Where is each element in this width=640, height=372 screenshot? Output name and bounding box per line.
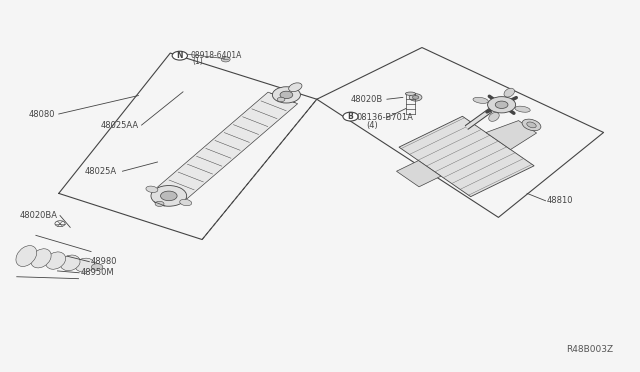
- Text: (4): (4): [366, 121, 378, 129]
- Polygon shape: [157, 92, 298, 199]
- Ellipse shape: [515, 106, 530, 112]
- Ellipse shape: [45, 252, 65, 269]
- Circle shape: [172, 51, 188, 60]
- Circle shape: [221, 57, 230, 62]
- Text: 48020B: 48020B: [351, 95, 383, 104]
- Text: (1): (1): [193, 57, 204, 67]
- Circle shape: [343, 112, 358, 121]
- Polygon shape: [486, 121, 536, 150]
- Text: N: N: [177, 51, 183, 60]
- Circle shape: [488, 97, 516, 113]
- Ellipse shape: [16, 246, 36, 266]
- Circle shape: [161, 191, 177, 201]
- Text: R48B003Z: R48B003Z: [566, 345, 613, 354]
- Ellipse shape: [489, 112, 499, 121]
- Circle shape: [155, 201, 164, 206]
- Ellipse shape: [180, 199, 192, 206]
- Polygon shape: [399, 116, 534, 197]
- Ellipse shape: [504, 88, 515, 97]
- Ellipse shape: [527, 122, 536, 128]
- Ellipse shape: [405, 92, 415, 95]
- Text: 48980: 48980: [91, 257, 117, 266]
- Circle shape: [495, 101, 508, 109]
- Text: 48020BA: 48020BA: [19, 211, 57, 220]
- Text: 48025A: 48025A: [84, 167, 116, 176]
- Circle shape: [273, 87, 300, 103]
- Circle shape: [409, 94, 422, 101]
- Circle shape: [412, 96, 419, 99]
- Ellipse shape: [473, 97, 488, 103]
- Polygon shape: [397, 161, 441, 187]
- Ellipse shape: [289, 83, 302, 92]
- Text: 08136-B701A: 08136-B701A: [357, 113, 414, 122]
- Text: 48025AA: 48025AA: [100, 121, 138, 129]
- Text: B: B: [348, 112, 353, 121]
- Text: 48080: 48080: [28, 109, 54, 119]
- Text: 48950M: 48950M: [81, 268, 114, 277]
- Ellipse shape: [75, 258, 95, 272]
- Circle shape: [277, 97, 285, 102]
- Ellipse shape: [522, 119, 541, 131]
- Circle shape: [92, 264, 103, 270]
- Text: 08918-6401A: 08918-6401A: [190, 51, 241, 60]
- Circle shape: [151, 186, 187, 206]
- Ellipse shape: [31, 249, 51, 268]
- Ellipse shape: [60, 255, 80, 271]
- Text: 48810: 48810: [547, 196, 573, 205]
- Circle shape: [280, 91, 292, 99]
- Ellipse shape: [146, 186, 158, 192]
